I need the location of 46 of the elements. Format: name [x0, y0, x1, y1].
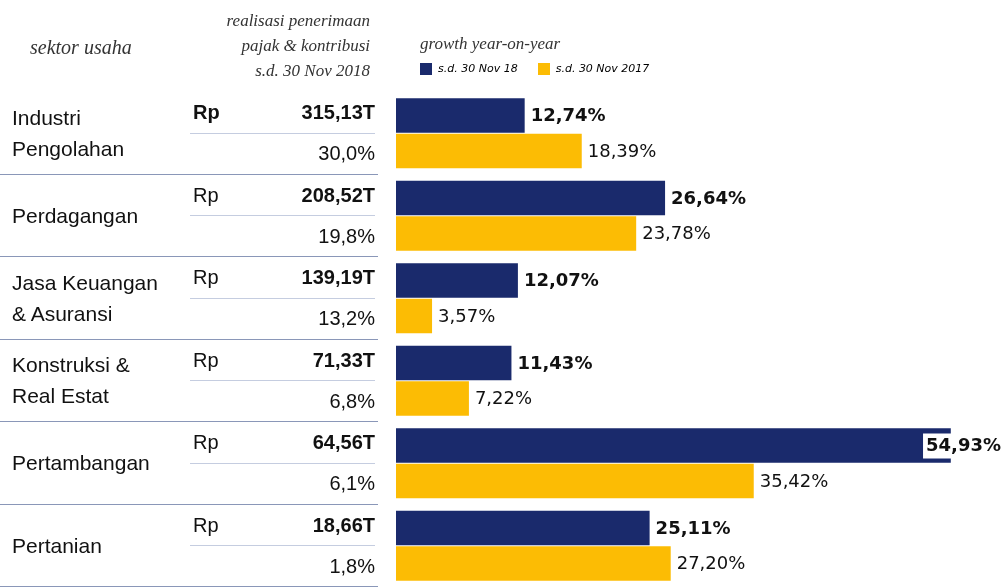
bar: [396, 463, 754, 499]
bar: [396, 263, 518, 298]
y-tick-label: Jasa Keuangan & Asuransi: [12, 269, 159, 327]
text: Rp 315,13T: [193, 100, 375, 123]
text: Rp 64,56T: [193, 430, 375, 453]
bar: [396, 510, 650, 546]
text: 13,2%: [318, 306, 375, 330]
bar: [396, 216, 637, 251]
text: Rp 71,33T: [193, 348, 375, 371]
y-tick-label: Pertambangan: [12, 450, 151, 477]
y-tick-label: Konstruksi & Real Estat: [12, 352, 131, 410]
y-axis-title: sektor usaha: [30, 36, 132, 59]
data-label: 11,43%: [517, 351, 593, 373]
bar: [396, 381, 469, 416]
data-label: 35,42%: [759, 469, 829, 491]
text: realisasi penerimaan pajak & kontribusi s.d. 30 Nov 2018: [225, 10, 370, 82]
text: Rp 208,52T: [193, 183, 375, 206]
text: 1,8%: [329, 554, 375, 578]
text: 6,1%: [329, 471, 375, 495]
y-tick-label: Industri Pengolahan: [12, 104, 126, 162]
text: Rp 18,66T: [193, 513, 375, 536]
legend-title: growth year-on-year: [420, 34, 562, 54]
data-label: 3,57%: [438, 304, 496, 326]
data-label: 26,64%: [671, 186, 747, 208]
legend-label: s.d. 30 Nov 18: [437, 62, 518, 75]
legend-label: s.d. 30 Nov 2017: [554, 62, 650, 75]
y-tick-label: Pertanian: [12, 532, 103, 559]
data-label: 54,93%: [926, 434, 1002, 456]
data-label: 12,07%: [523, 269, 599, 291]
y-tick-label: Perdagangan: [12, 202, 140, 229]
data-label: 23,78%: [642, 222, 711, 244]
text: Rp 139,19T: [193, 265, 375, 288]
text: 30,0%: [318, 141, 375, 165]
bar: [396, 180, 666, 216]
bar: [396, 133, 582, 169]
data-label: 12,74%: [530, 104, 606, 126]
data-label: 27,20%: [676, 552, 746, 574]
bar: [396, 98, 525, 133]
data-label: 25,11%: [655, 516, 731, 538]
bar: [396, 345, 512, 381]
text: 6,8%: [329, 389, 375, 413]
bar: [396, 546, 671, 581]
data-label: 7,22%: [474, 387, 533, 409]
data-label: 18,39%: [587, 139, 657, 161]
text: 19,8%: [318, 224, 375, 248]
bar: [396, 298, 433, 334]
